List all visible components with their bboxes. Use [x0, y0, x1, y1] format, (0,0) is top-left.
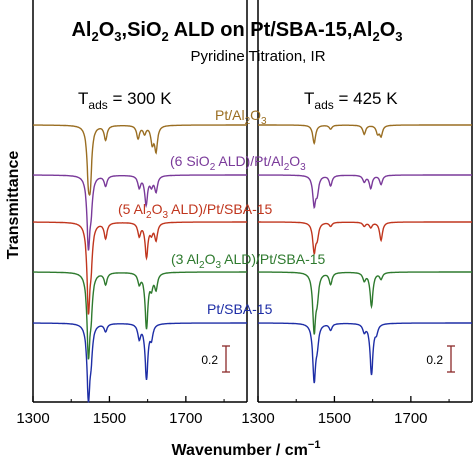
x-ticks: 1300 1500 1700 1300 1500 1700: [16, 396, 450, 427]
tads-label-left: Tads = 300 K: [78, 89, 172, 112]
spectrum-0-425K: [258, 124, 472, 146]
series-label-2: (5 Al2O3 ALD)/Pt/SBA-15: [118, 201, 273, 221]
spectrum-2-425K: [258, 221, 472, 256]
scale-bar-left: 0.2: [201, 345, 230, 373]
series-label-1: (6 SiO2 ALD)/Pt/Al2O3: [170, 153, 306, 173]
spectrum-4-300K: [33, 322, 247, 403]
spectrum-1-300K: [33, 174, 247, 251]
spectrum-3-300K: [33, 271, 247, 360]
x-axis-label: Wavenumber / cm−1: [172, 439, 321, 459]
scale-bar-label-left: 0.2: [201, 353, 218, 367]
tads-label-right: Tads = 425 K: [304, 89, 398, 112]
spectrum-3-425K: [258, 271, 472, 335]
x-tick-label-1-1500: 1500: [318, 410, 351, 427]
x-tick-label-1-1300: 1300: [241, 410, 274, 427]
series-label-4: Pt/SBA-15: [207, 301, 273, 317]
x-tick-label-0-1300: 1300: [16, 410, 49, 427]
series-label-0: Pt/Al2O3: [215, 107, 267, 127]
spectrum-2-300K: [33, 221, 247, 315]
chart-title: Al2O3,SiO2 ALD on Pt/SBA-15,Al2O3: [71, 19, 402, 44]
spectrum-1-425K: [258, 174, 472, 210]
y-axis-label: Transmittance: [5, 151, 22, 260]
series-label-3: (3 Al2O3 ALD)/Pt/SBA-15: [171, 251, 326, 271]
spectra: [33, 124, 472, 403]
scale-bar-right: 0.2: [426, 345, 455, 373]
scale-bar-label-right: 0.2: [426, 353, 443, 367]
x-tick-label-0-1500: 1500: [93, 410, 126, 427]
x-tick-label-1-1700: 1700: [394, 410, 427, 427]
spectrum-0-300K: [33, 124, 247, 196]
x-tick-label-0-1700: 1700: [169, 410, 202, 427]
spectrum-4-425K: [258, 322, 472, 384]
